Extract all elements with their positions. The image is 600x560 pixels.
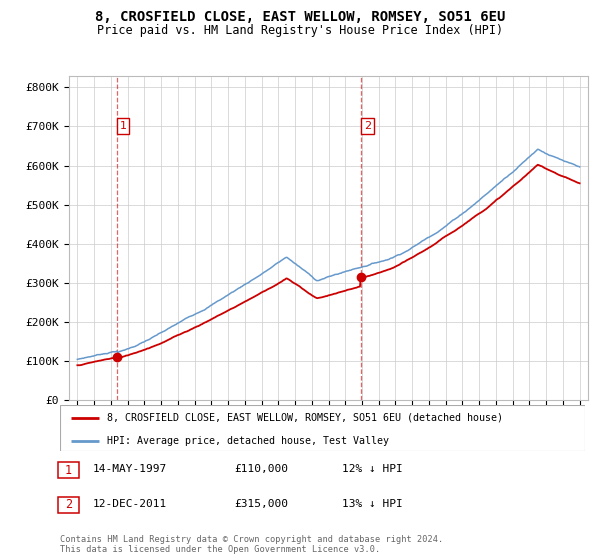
Text: 2: 2 — [364, 121, 371, 131]
Text: 13% ↓ HPI: 13% ↓ HPI — [342, 499, 403, 509]
Text: 8, CROSFIELD CLOSE, EAST WELLOW, ROMSEY, SO51 6EU: 8, CROSFIELD CLOSE, EAST WELLOW, ROMSEY,… — [95, 10, 505, 24]
Text: Price paid vs. HM Land Registry's House Price Index (HPI): Price paid vs. HM Land Registry's House … — [97, 24, 503, 36]
Text: HPI: Average price, detached house, Test Valley: HPI: Average price, detached house, Test… — [107, 436, 389, 446]
Text: 1: 1 — [119, 121, 127, 131]
Text: 8, CROSFIELD CLOSE, EAST WELLOW, ROMSEY, SO51 6EU (detached house): 8, CROSFIELD CLOSE, EAST WELLOW, ROMSEY,… — [107, 413, 503, 423]
Text: 12-DEC-2011: 12-DEC-2011 — [93, 499, 167, 509]
Text: £315,000: £315,000 — [234, 499, 288, 509]
Text: £110,000: £110,000 — [234, 464, 288, 474]
Text: 12% ↓ HPI: 12% ↓ HPI — [342, 464, 403, 474]
Text: 14-MAY-1997: 14-MAY-1997 — [93, 464, 167, 474]
Text: Contains HM Land Registry data © Crown copyright and database right 2024.
This d: Contains HM Land Registry data © Crown c… — [60, 535, 443, 554]
Text: 2: 2 — [65, 498, 72, 511]
Text: 1: 1 — [65, 464, 72, 477]
